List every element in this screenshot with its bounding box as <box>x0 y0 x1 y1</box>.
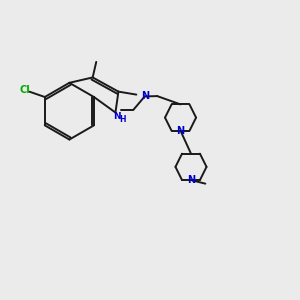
Text: Cl: Cl <box>20 85 31 95</box>
Text: N: N <box>187 175 195 185</box>
Text: H: H <box>119 115 125 124</box>
Text: N: N <box>176 126 184 136</box>
Text: N: N <box>141 92 149 101</box>
Text: N: N <box>113 112 120 121</box>
